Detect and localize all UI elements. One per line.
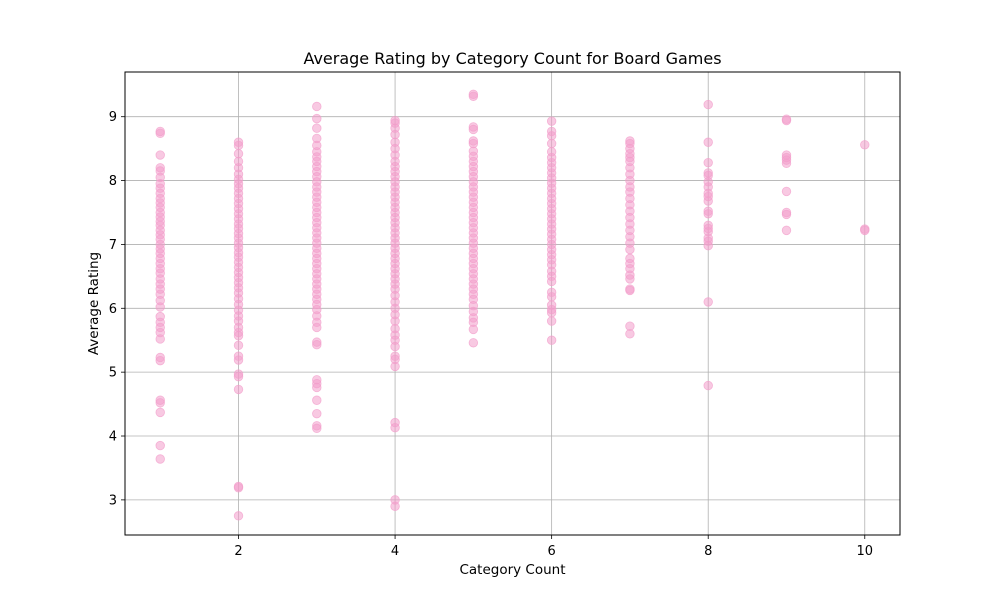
plot-frame (124, 71, 901, 536)
scatter-point (233, 511, 244, 521)
y-tick-label: 6 (109, 302, 117, 317)
scatter-point (781, 115, 792, 126)
scatter-point (312, 101, 322, 112)
scatter-point (625, 285, 635, 296)
scatter-point (155, 128, 165, 139)
scatter-point (233, 140, 244, 151)
scatter-point (625, 329, 635, 339)
scatter-point (703, 99, 713, 110)
scatter-point (703, 297, 713, 307)
scatter-point (468, 324, 479, 335)
scatter-point (312, 123, 322, 133)
scatter-point (703, 380, 713, 391)
scatter-point (155, 150, 165, 160)
scatter-point (781, 186, 792, 197)
scatter-point (312, 322, 322, 333)
x-tick-label: 2 (234, 544, 242, 559)
scatter-point (155, 302, 165, 312)
x-tick-label: 4 (391, 544, 399, 559)
scatter-point (155, 407, 165, 418)
scatter-point (312, 382, 322, 393)
scatter-point (546, 138, 557, 149)
scatter-point (233, 331, 244, 341)
scatter-point (312, 408, 322, 419)
scatter-point (546, 276, 557, 287)
scatter-point (703, 241, 713, 251)
scatter-point (781, 209, 792, 220)
y-tick-label: 7 (109, 238, 117, 253)
y-tick-label: 3 (109, 493, 117, 508)
scatter-point (860, 225, 870, 236)
data-points (155, 89, 870, 521)
scatter-point (703, 157, 713, 168)
scatter-point (233, 384, 244, 395)
scatter-point (155, 355, 165, 366)
x-tick-label: 6 (548, 544, 556, 559)
scatter-point (546, 335, 557, 345)
scatter-point (390, 341, 400, 352)
scatter-point (233, 340, 244, 351)
y-axis-label: Average Rating (86, 252, 102, 355)
scatter-point (155, 454, 165, 464)
scatter-point (781, 225, 792, 236)
scatter-point (233, 483, 244, 493)
scatter-point (546, 116, 557, 126)
y-tick-label: 4 (109, 430, 117, 445)
scatter-point (468, 124, 479, 135)
scatter-point (703, 137, 713, 147)
scatter-point (860, 140, 870, 150)
scatter-point (155, 440, 165, 451)
scatter-point (703, 196, 713, 206)
scatter-point (233, 371, 244, 382)
scatter-point (625, 274, 635, 284)
scatter-point (468, 91, 479, 101)
scatter-point (546, 308, 557, 318)
y-tick-label: 8 (109, 174, 117, 189)
scatter-point (312, 113, 322, 124)
chart-title: Average Rating by Category Count for Boa… (303, 49, 721, 68)
scatter-point (390, 361, 400, 372)
scatter-point (546, 316, 557, 326)
scatter-point (155, 398, 165, 408)
scatter-point (468, 338, 479, 348)
scatter-point (233, 355, 244, 365)
scatter-point (155, 334, 165, 344)
y-tick-label: 5 (109, 366, 117, 381)
scatter-point (625, 244, 635, 255)
scatter-point (546, 292, 557, 302)
scatter-point (390, 501, 400, 511)
axis-ticks: 2 4 6 8 10 3 4 5 6 7 8 9 (109, 110, 873, 559)
scatter-point (703, 209, 713, 219)
scatter-point (312, 423, 322, 434)
x-axis-label: Category Count (459, 562, 565, 578)
x-tick-label: 10 (856, 544, 873, 559)
y-tick-label: 9 (109, 110, 117, 125)
scatter-point (312, 395, 322, 405)
scatter-point (390, 423, 400, 433)
scatter-point (312, 339, 322, 350)
scatter-point (781, 158, 792, 169)
x-tick-label: 8 (704, 544, 712, 559)
